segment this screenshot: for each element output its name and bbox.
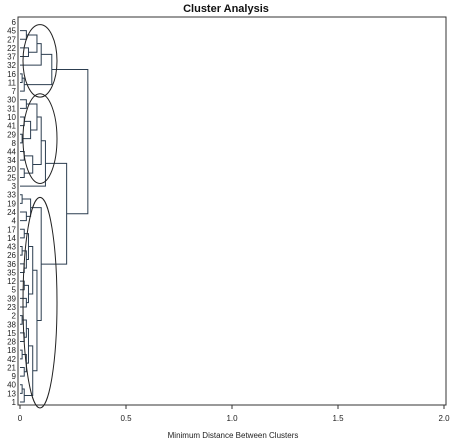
leaf-label-29: 29: [7, 130, 16, 139]
leaf-label-43: 43: [7, 243, 16, 252]
branch-merge-21: [20, 228, 25, 239]
branch-merge-43: [51, 69, 89, 215]
leaf-label-16: 16: [7, 70, 16, 79]
leaf-label-17: 17: [7, 225, 16, 234]
leaf-label-14: 14: [7, 234, 16, 243]
leaf-label-9: 9: [12, 372, 17, 381]
cluster-ring-layer: [22, 24, 58, 409]
leaf-label-45: 45: [7, 27, 16, 36]
leaf-label-10: 10: [7, 113, 16, 122]
leaf-label-6: 6: [12, 18, 17, 27]
x-axis-title: Minimum Distance Between Clusters: [168, 431, 299, 440]
branch-merge-18: [20, 194, 23, 204]
leaf-label-30: 30: [7, 96, 16, 105]
leaf-label-layer: 6452722373216117303110412984434202533319…: [7, 18, 16, 407]
leaf-label-3: 3: [12, 182, 17, 191]
leaf-label-15: 15: [7, 329, 16, 338]
leaf-label-34: 34: [7, 156, 16, 165]
leaf-label-12: 12: [7, 277, 16, 286]
leaf-label-38: 38: [7, 320, 16, 329]
leaf-label-2: 2: [12, 312, 17, 321]
x-tick-label-3: 1.5: [332, 414, 344, 423]
leaf-label-39: 39: [7, 294, 16, 303]
leaf-label-42: 42: [7, 355, 16, 364]
leaf-label-20: 20: [7, 165, 16, 174]
leaf-label-24: 24: [7, 208, 16, 217]
branch-merge-19: [20, 211, 27, 222]
chart-title: Cluster Analysis: [183, 3, 269, 15]
leaf-label-19: 19: [7, 199, 16, 208]
leaf-label-41: 41: [7, 122, 16, 131]
leaf-label-22: 22: [7, 44, 16, 53]
branch-merge-40: [32, 269, 38, 372]
cluster-ring-3: [22, 196, 58, 409]
x-tick-label-0: 0: [18, 414, 23, 423]
leaf-label-18: 18: [7, 346, 16, 355]
leaf-label-13: 13: [7, 389, 16, 398]
x-axis: 0 0.5 1.0 1.5 2.0: [18, 405, 450, 423]
branch-merge-30: [20, 315, 23, 325]
branch-merge-41: [30, 207, 42, 321]
leaf-label-32: 32: [7, 61, 16, 70]
leaf-label-5: 5: [12, 286, 17, 295]
leaf-label-25: 25: [7, 173, 16, 182]
leaf-label-33: 33: [7, 191, 16, 200]
branch-merge-29: [28, 246, 34, 295]
cluster-ring-2: [22, 93, 58, 184]
x-tick-label-2: 1.0: [226, 414, 238, 423]
leaf-label-44: 44: [7, 148, 16, 157]
leaf-label-37: 37: [7, 53, 16, 62]
leaf-label-4: 4: [12, 217, 17, 226]
leaf-label-23: 23: [7, 303, 16, 312]
branch-merge-37: [20, 384, 23, 394]
leaf-label-8: 8: [12, 139, 17, 148]
branch-merge-14: [20, 168, 25, 178]
branch-merge-1: [20, 30, 27, 40]
leaf-label-7: 7: [12, 87, 17, 96]
leaf-label-21: 21: [7, 363, 16, 372]
leaf-label-11: 11: [8, 78, 17, 87]
plot-frame: [17, 16, 447, 406]
branch-merge-3: [26, 34, 38, 53]
cluster-ring-1: [22, 24, 58, 98]
leaf-label-40: 40: [7, 381, 16, 390]
branch-merge-22: [20, 246, 23, 256]
leaf-label-28: 28: [7, 338, 16, 347]
branch-merge-7: [24, 53, 53, 86]
leaf-label-31: 31: [7, 104, 16, 113]
leaf-label-27: 27: [7, 35, 16, 44]
leaf-label-1: 1: [12, 398, 17, 407]
x-tick-label-4: 2.0: [438, 414, 450, 423]
branch-merge-5: [20, 73, 23, 83]
leaf-label-36: 36: [7, 260, 16, 269]
branch-merge-34: [20, 366, 25, 377]
leaf-label-35: 35: [7, 268, 16, 277]
branch-merge-33: [20, 349, 23, 360]
branch-merge-10: [20, 133, 23, 144]
leaf-label-26: 26: [7, 251, 16, 260]
branch-merge-8: [20, 99, 27, 109]
x-tick-label-1: 0.5: [120, 414, 132, 423]
